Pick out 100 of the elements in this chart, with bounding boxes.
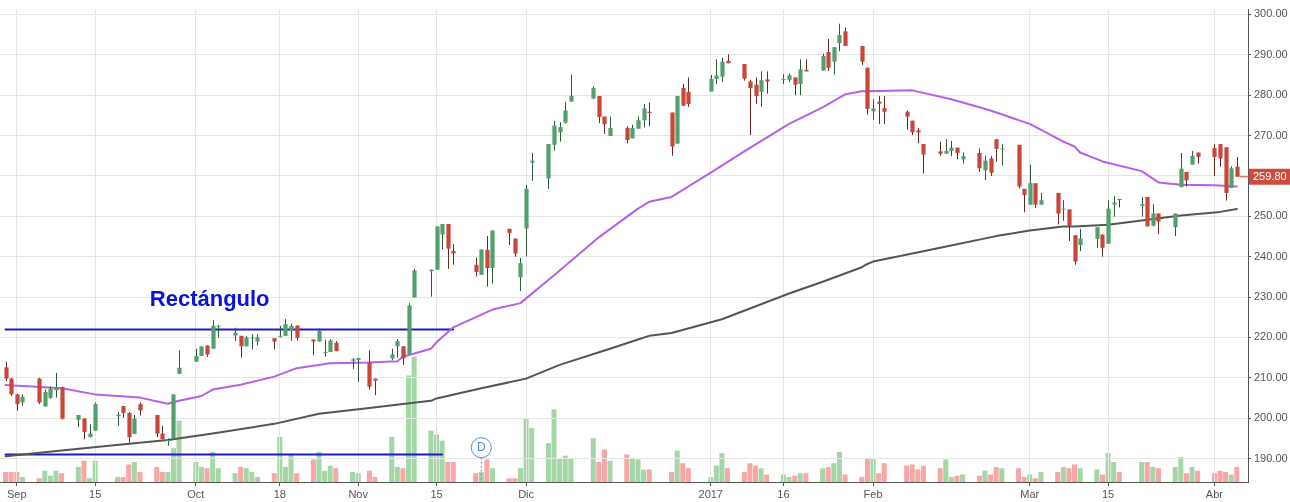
x-tick-label: Dic bbox=[518, 487, 535, 500]
candlestick bbox=[395, 338, 400, 359]
candlestick bbox=[832, 46, 837, 76]
bar bbox=[81, 460, 87, 482]
candlestick bbox=[882, 95, 887, 125]
bar bbox=[758, 468, 764, 482]
x-tick-label: 15 bbox=[1101, 487, 1115, 500]
candlestick bbox=[37, 377, 42, 405]
candlestick bbox=[837, 23, 842, 52]
bar bbox=[669, 471, 675, 482]
y-tick-label: 220.00 bbox=[1254, 330, 1288, 343]
bar bbox=[1183, 473, 1189, 482]
y-tick-label: 290.00 bbox=[1254, 47, 1288, 60]
bar bbox=[204, 468, 210, 482]
candlestick bbox=[1000, 143, 1005, 166]
candlestick bbox=[921, 143, 926, 175]
bar bbox=[954, 475, 960, 482]
y-tick-label: 200.00 bbox=[1254, 411, 1288, 424]
bar bbox=[1195, 470, 1201, 482]
x-tick-label: Mar bbox=[1020, 487, 1040, 500]
annotation: Rectángulo bbox=[149, 286, 270, 312]
candlestick bbox=[1061, 199, 1066, 222]
candlestick bbox=[474, 257, 479, 277]
candlestick bbox=[530, 152, 535, 182]
bar bbox=[1060, 466, 1066, 482]
candlestick bbox=[1100, 234, 1105, 258]
candlestick bbox=[1112, 195, 1117, 218]
y-tick-label: 230.00 bbox=[1254, 290, 1288, 303]
candlestick bbox=[1056, 192, 1061, 225]
bar bbox=[1055, 471, 1061, 482]
bar bbox=[842, 474, 848, 482]
candlestick bbox=[877, 95, 882, 125]
bar bbox=[1032, 478, 1038, 482]
bar bbox=[19, 476, 25, 482]
candlestick bbox=[983, 155, 988, 181]
candlestick bbox=[9, 377, 14, 397]
bar bbox=[400, 468, 406, 482]
bar bbox=[999, 468, 1005, 482]
bar bbox=[489, 468, 495, 482]
bar bbox=[624, 454, 630, 482]
bar bbox=[75, 466, 81, 482]
candlestick bbox=[177, 349, 182, 375]
candlestick bbox=[451, 243, 456, 266]
candlestick bbox=[905, 110, 910, 131]
bar bbox=[725, 468, 731, 482]
x-tick-label: 15 bbox=[430, 487, 443, 500]
candlestick bbox=[166, 437, 171, 447]
bar bbox=[1155, 468, 1161, 482]
y-tick-label: 210.00 bbox=[1254, 370, 1288, 383]
x-tick-label: Nov bbox=[348, 487, 369, 500]
candlestick bbox=[647, 101, 652, 127]
bar bbox=[238, 466, 244, 482]
bar bbox=[825, 466, 831, 482]
y-tick-label: 250.00 bbox=[1254, 209, 1288, 222]
bar bbox=[820, 468, 826, 482]
candlestick bbox=[569, 74, 574, 103]
x-tick-label: 18 bbox=[273, 487, 286, 500]
bar bbox=[59, 473, 65, 482]
bar bbox=[1116, 471, 1122, 482]
candlestick bbox=[82, 417, 87, 440]
bar bbox=[803, 473, 809, 482]
bar bbox=[792, 475, 798, 482]
candlestick bbox=[132, 414, 137, 435]
candlestick bbox=[994, 138, 999, 163]
candlestick bbox=[798, 58, 803, 96]
bar bbox=[131, 461, 137, 482]
candlestick bbox=[1140, 196, 1145, 218]
candlestick bbox=[765, 70, 770, 95]
bar bbox=[1099, 474, 1106, 482]
candlestick bbox=[642, 103, 647, 128]
bar bbox=[1144, 461, 1150, 482]
annotation: 259.80 bbox=[1253, 169, 1287, 182]
bar bbox=[764, 474, 770, 482]
x-tick-label: 15 bbox=[89, 487, 102, 500]
x-tick-label: 2017 bbox=[698, 487, 723, 500]
candlestick bbox=[597, 95, 602, 124]
bar bbox=[36, 478, 42, 482]
candlestick bbox=[759, 70, 764, 108]
bar bbox=[607, 460, 613, 482]
candlestick bbox=[608, 116, 613, 137]
y-tick-label: 300.00 bbox=[1254, 7, 1288, 20]
bar bbox=[797, 473, 803, 482]
bar bbox=[232, 473, 238, 482]
bar bbox=[271, 473, 277, 482]
bar bbox=[478, 471, 484, 482]
candlestick bbox=[989, 155, 994, 177]
bar bbox=[982, 470, 988, 482]
annotation: D bbox=[476, 440, 486, 455]
candlestick bbox=[485, 235, 490, 288]
bar bbox=[1189, 466, 1195, 482]
bar bbox=[646, 469, 652, 482]
candlestick bbox=[1179, 152, 1184, 188]
candlestick bbox=[843, 26, 848, 47]
candlestick bbox=[4, 361, 9, 382]
bar bbox=[1150, 466, 1156, 482]
x-tick-label: Abr bbox=[1205, 487, 1224, 500]
bar bbox=[1094, 469, 1100, 482]
bar bbox=[1139, 461, 1145, 482]
bar bbox=[960, 474, 966, 482]
y-tick-label: 280.00 bbox=[1254, 88, 1288, 101]
